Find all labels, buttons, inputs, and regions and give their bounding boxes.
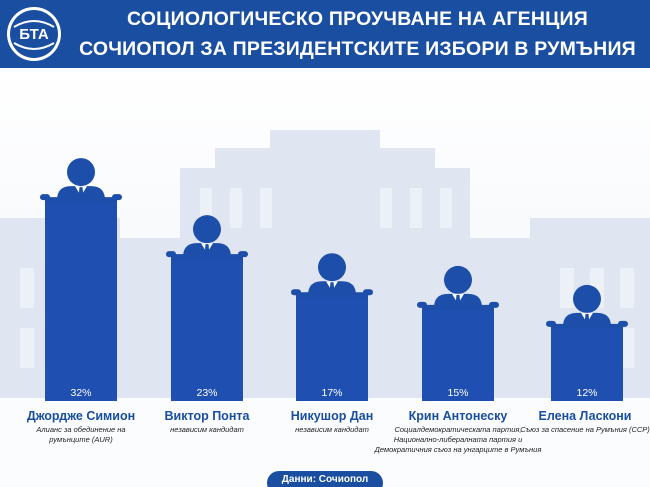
candidate-name: Крин Антонеску: [408, 409, 508, 423]
bar: [45, 198, 117, 401]
candidate-party: Съюз за спасение на Румъния (ССР): [520, 425, 650, 434]
value-label: 15%: [447, 387, 468, 399]
candidate-bar-group: 23%: [166, 215, 248, 401]
speaker-figure-icon: [546, 284, 628, 329]
candidate-name: Джордже Симион: [26, 409, 136, 423]
speaker-figure-icon: [166, 215, 248, 260]
candidate-party: независим кандидат: [295, 425, 369, 434]
logo-text: БТА: [19, 26, 49, 43]
bar: [551, 324, 623, 401]
speaker-figure-icon: [417, 265, 499, 310]
candidate-bar-group: 15%: [417, 265, 499, 401]
candidate-party: независим кандидат: [170, 425, 244, 434]
speaker-figure-icon: [291, 253, 373, 298]
candidate-party: Социалдемократическата партия, Националн…: [374, 425, 542, 454]
candidate-bar-group: 12%: [546, 284, 628, 401]
value-label: 23%: [196, 387, 217, 399]
bta-logo: БТА: [7, 7, 61, 61]
candidate-party: Алианс за обединение на румънците (AUR): [36, 425, 126, 444]
candidate-name: Виктор Понта: [164, 409, 250, 423]
value-label: 32%: [70, 387, 91, 399]
candidate-bar-group: 32%: [40, 158, 122, 401]
speaker-figure-icon: [40, 158, 122, 203]
header-banner: БТА СОЦИОЛОГИЧЕСКО ПРОУЧВАНЕ НА АГЕНЦИЯ …: [0, 0, 650, 68]
candidate-name: Никушор Дан: [290, 409, 374, 423]
candidate-name: Елена Ласкони: [538, 409, 632, 423]
value-label: 17%: [321, 387, 342, 399]
bar: [171, 255, 243, 401]
bar: [422, 305, 494, 401]
title-line-2: СОЧИОПОЛ ЗА ПРЕЗИДЕНТСКИТЕ ИЗБОРИ В РУМЪ…: [79, 38, 636, 60]
value-label: 12%: [576, 387, 597, 399]
title-line-1: СОЦИОЛОГИЧЕСКО ПРОУЧВАНЕ НА АГЕНЦИЯ: [127, 8, 588, 30]
bar: [296, 293, 368, 401]
candidate-bar-group: 17%: [291, 253, 373, 401]
source-label: Данни: Сочиопол: [267, 471, 383, 487]
